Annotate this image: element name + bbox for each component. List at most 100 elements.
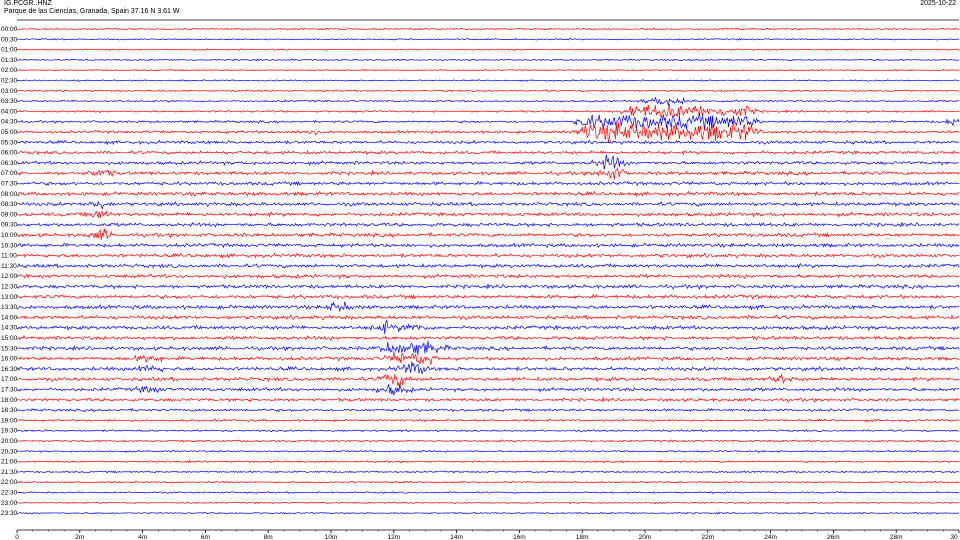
row-label: 01:30 [1,57,18,64]
x-tick-label: 20m [639,534,652,540]
trace-2200 [16,480,960,484]
trace-2000 [16,439,960,443]
row-label: 13:30 [1,304,18,311]
row-label: 10:30 [1,242,18,249]
trace-1730 [16,383,960,396]
x-tick-label: 16m [513,534,526,540]
x-tick-label: 30 [950,534,958,540]
row-label: 17:30 [1,387,18,394]
trace-1630 [16,361,960,375]
trace-1700 [16,373,960,388]
x-tick-label: 18m [576,534,589,540]
trace-0400 [16,104,959,118]
row-label: 03:30 [1,98,18,105]
trace-0930 [16,221,960,228]
row-label: 02:00 [1,67,18,74]
trace-1600 [16,351,960,365]
row-label: 15:30 [1,345,18,352]
trace-0200 [16,68,960,72]
row-label: 23:00 [1,500,18,507]
trace-1900 [16,418,960,423]
row-label: 03:00 [1,88,18,95]
x-tick-label: 14m [450,534,463,540]
x-tick-label: 4m [138,534,147,540]
x-tick-label: 8m [264,534,273,540]
row-label: 22:00 [1,479,18,486]
row-label: 09:00 [1,211,18,218]
trace-2100 [17,459,960,464]
row-label: 00:30 [1,36,18,43]
row-label: 19:30 [1,428,18,435]
trace-0600 [16,150,960,156]
trace-1000 [16,228,960,240]
trace-0500 [16,121,960,143]
row-label: 13:00 [1,294,18,301]
trace-0030 [16,37,960,41]
row-label: 15:00 [1,335,18,342]
row-label: 08:00 [1,191,18,198]
x-tick-label: 22m [701,534,714,540]
trace-0730 [16,180,960,187]
trace-group [16,27,960,515]
time-axis: 0 2m 4m 6m 8m 10m 12m 14m 16m 18m 20m 22m 24m 26m 28m 3… [15,19,960,540]
trace-1330 [16,301,960,313]
row-label: 21:30 [1,469,18,476]
row-label: 04:00 [1,108,18,115]
trace-1530 [16,340,960,356]
row-label: 00:00 [1,26,18,33]
row-label: 14:30 [1,325,18,332]
row-label: 04:30 [1,119,18,126]
row-label: 01:00 [1,47,18,54]
x-tick-label: 12m [387,534,400,540]
trace-0700 [16,167,960,180]
x-tick-label: 6m [201,534,210,540]
row-label: 17:00 [1,376,18,383]
trace-1500 [16,335,960,341]
row-label: 20:30 [1,448,18,455]
row-label: 19:00 [1,417,18,424]
x-tick-label: 28m [890,534,903,540]
x-tick-label: 10m [325,534,338,540]
trace-2130 [16,470,960,474]
trace-1130 [16,262,960,269]
row-label: 11:30 [1,263,17,270]
row-label: 06:30 [1,160,18,167]
trace-2300 [16,501,960,505]
trace-2330 [16,511,960,515]
row-label: 05:30 [1,139,18,146]
trace-0800 [16,190,960,198]
trace-0330 [16,96,960,106]
trace-2230 [16,491,960,494]
trace-1030 [16,242,960,249]
row-label: 02:30 [1,78,18,85]
row-label: 07:30 [1,181,18,188]
row-label: 18:30 [1,407,18,414]
row-label: 10:00 [1,232,18,239]
trace-1230 [16,283,960,290]
row-label: 12:30 [1,284,18,291]
trace-1830 [16,407,960,413]
row-label: 09:30 [1,222,18,229]
trace-0230 [16,79,960,82]
row-label: 23:30 [1,510,18,517]
plot-date: 2025-10-22 [920,0,956,7]
row-label: 11:00 [1,253,17,260]
trace-1400 [16,314,960,321]
station-id: IG.PCGR..HNZ [4,0,52,7]
row-label: 14:00 [1,314,18,321]
row-label: 08:30 [1,201,18,208]
trace-0300 [16,89,960,93]
row-label: 16:30 [1,366,18,373]
row-label: 18:00 [1,397,18,404]
x-tick-label: 0 [15,534,19,540]
row-label: 12:00 [1,273,18,280]
row-label: 20:00 [1,438,18,445]
trace-0830 [16,200,960,210]
trace-0630 [16,154,960,170]
row-label: 05:00 [1,129,18,136]
row-label: 07:00 [1,170,18,177]
row-label: 22:30 [1,490,18,497]
trace-0000 [16,27,960,31]
row-label: 06:00 [1,150,18,157]
